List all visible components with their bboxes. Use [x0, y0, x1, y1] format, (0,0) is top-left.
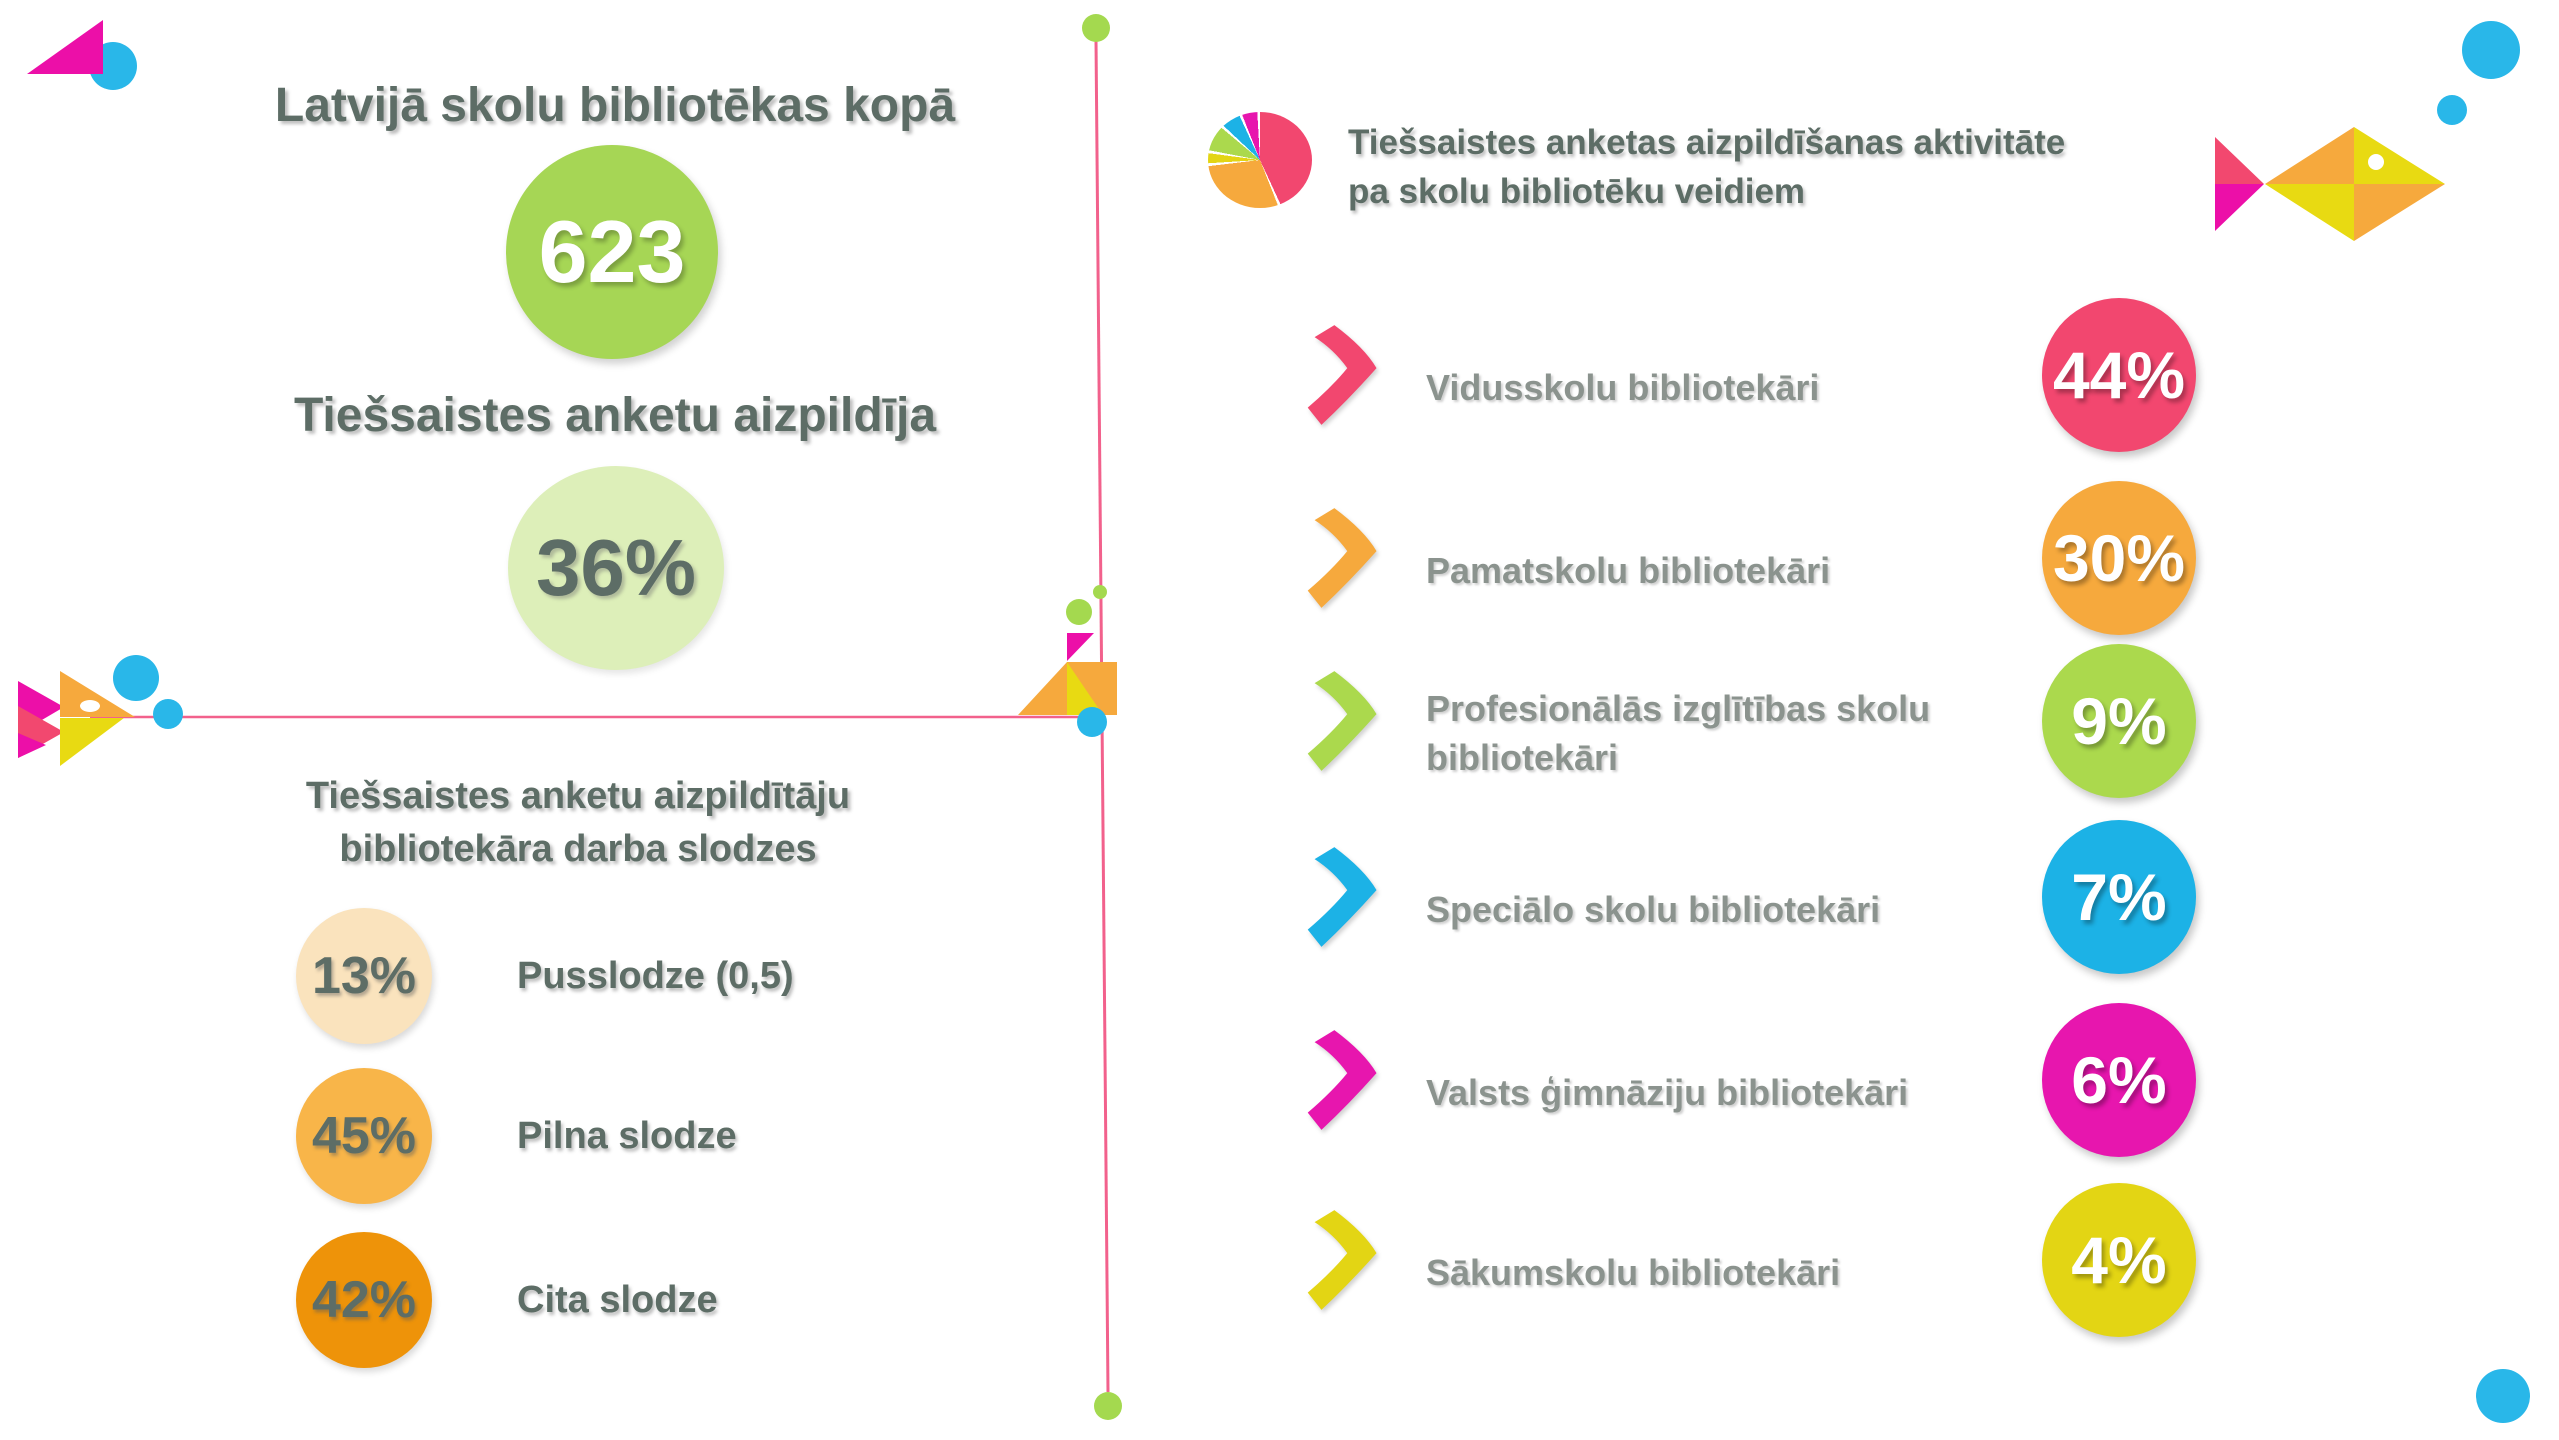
activity-row: Sākumskolu bibliotekāri 4% [1306, 1183, 2196, 1337]
activity-value: 4% [2071, 1223, 2167, 1297]
green-dot-top [1082, 14, 1110, 42]
activity-value-badge: 9% [2042, 644, 2196, 798]
workload-label: Cita slodze [517, 1279, 718, 1321]
arrow-icon [1307, 671, 1377, 771]
arrow-icon [1307, 325, 1377, 425]
activity-label: Profesionālās izglītības skolu bibliotek… [1426, 688, 1931, 778]
activity-title-line1: Tiešsaistes anketas aizpildīšanas aktivi… [1348, 123, 2066, 162]
activity-value: 7% [2071, 860, 2167, 934]
workload-badge: 45% [296, 1068, 432, 1204]
arrow-icon [1307, 1210, 1377, 1310]
bubble-icon [2462, 21, 2520, 79]
fish-icon-left [18, 655, 183, 766]
activity-value-badge: 4% [2042, 1183, 2196, 1337]
total-libraries-title: Latvijā skolu bibliotēkas kopā [274, 79, 956, 132]
activity-label: Pamatskolu bibliotekāri [1426, 549, 1831, 591]
activity-row: Vidusskolu bibliotekāri 44% [1306, 298, 2196, 452]
total-libraries-value: 623 [538, 202, 686, 301]
workload-title: Tiešsaistes anketu aizpildītāju bibliote… [178, 770, 978, 876]
bubble-bottom-right [2476, 1369, 2530, 1423]
triangle-icon [27, 20, 103, 74]
activity-label: Valsts ģimnāziju bibliotekāri [1426, 1071, 1909, 1113]
center-decoration [1018, 585, 1117, 737]
activity-title: Tiešsaistes anketas aizpildīšanas aktivi… [1348, 118, 2248, 216]
workload-badge: 42% [296, 1232, 432, 1368]
fish-icon-right [2215, 21, 2520, 241]
activity-row: Speciālo skolu bibliotekāri 7% [1306, 820, 2196, 974]
activity-row: Profesionālās izglītības skolu bibliotek… [1306, 644, 2196, 798]
green-dot-bottom [1094, 1392, 1122, 1420]
activity-value: 30% [2052, 521, 2186, 595]
pie-chart [1208, 112, 1312, 208]
fish-eye [2368, 154, 2384, 170]
workload-badge: 13% [296, 908, 432, 1044]
bubble-icon [1077, 707, 1107, 737]
workload-value: 45% [311, 1107, 417, 1165]
activity-label: Speciālo skolu bibliotekāri [1426, 888, 1881, 930]
activity-row: Pamatskolu bibliotekāri 30% [1306, 481, 2196, 635]
workload-label: Pusslodze (0,5) [517, 955, 794, 997]
activity-row: Valsts ģimnāziju bibliotekāri 6% [1306, 1003, 2196, 1157]
arrow-icon [1307, 847, 1377, 947]
workload-value: 13% [311, 947, 417, 1005]
activity-label: Vidusskolu bibliotekāri [1426, 366, 1820, 408]
activity-value: 44% [2052, 338, 2186, 412]
activity-value-badge: 7% [2042, 820, 2196, 974]
top-left-decoration [27, 20, 137, 90]
activity-value: 9% [2071, 684, 2167, 758]
fish-eye [80, 700, 100, 712]
workload-value: 42% [311, 1271, 417, 1329]
total-libraries-badge: 623 [506, 145, 718, 359]
bubble-icon [153, 699, 183, 729]
activity-value: 6% [2071, 1043, 2167, 1117]
activity-value-badge: 6% [2042, 1003, 2196, 1157]
activity-label: Sākumskolu bibliotekāri [1426, 1251, 1841, 1293]
bubble-icon [113, 655, 159, 701]
activity-title-line2: pa skolu bibliotēku veidiem [1348, 172, 1806, 211]
arrow-icon [1307, 508, 1377, 608]
online-survey-value: 36% [535, 523, 697, 612]
arrow-icon [1307, 1030, 1377, 1130]
workload-label: Pilna slodze [517, 1115, 737, 1157]
workload-title-line2: bibliotekāra darba slodzes [339, 828, 817, 870]
bubble-icon [2437, 95, 2467, 125]
activity-value-badge: 44% [2042, 298, 2196, 452]
workload-title-line1: Tiešsaistes anketu aizpildītāju [305, 775, 851, 817]
online-survey-title: Tiešsaistes anketu aizpildīja [293, 389, 937, 442]
online-survey-badge: 36% [508, 466, 724, 670]
activity-value-badge: 30% [2042, 481, 2196, 635]
